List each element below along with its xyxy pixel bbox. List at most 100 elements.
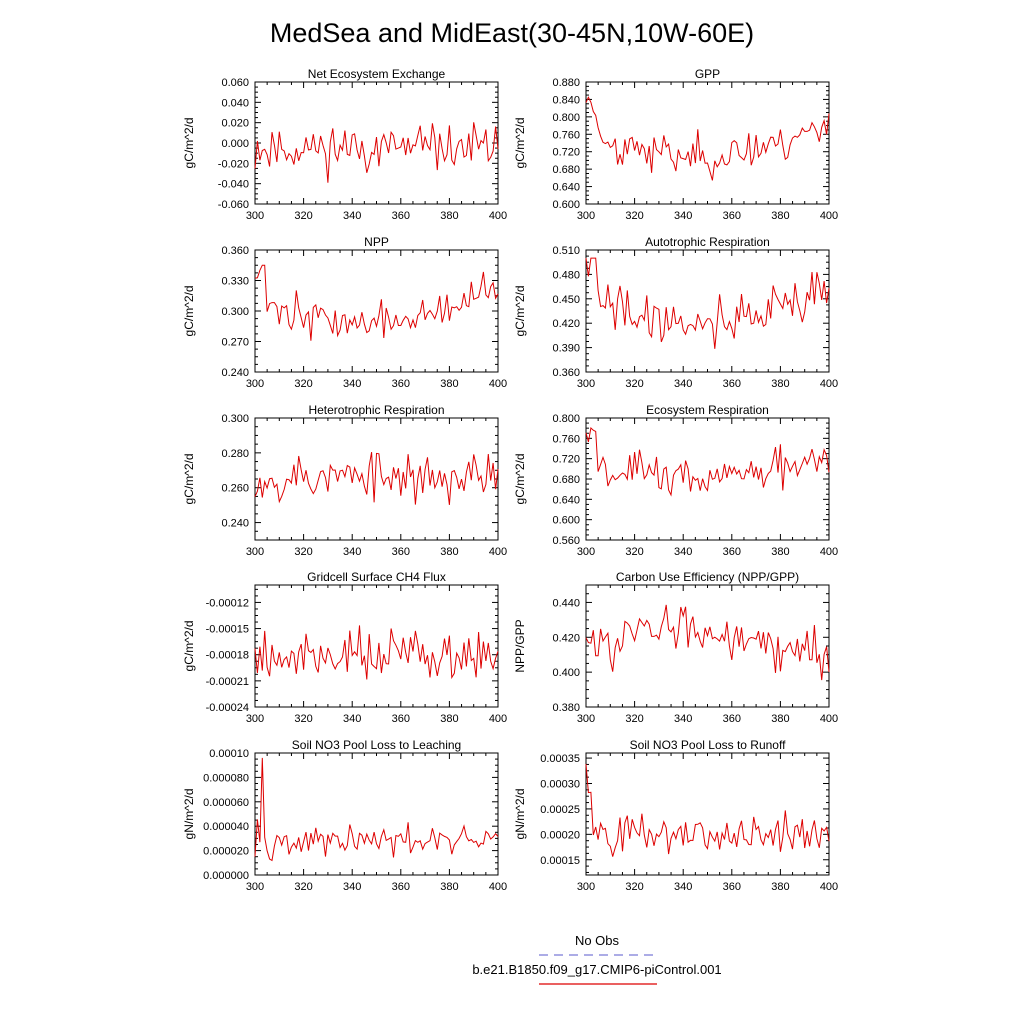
y-tick-label: 0.000020 — [203, 846, 249, 858]
y-tick-label: -0.020 — [218, 158, 249, 170]
x-tick-label: 300 — [577, 378, 595, 390]
panel-9: Soil NO3 Pool Loss to Leaching gN/m^2/d 30… — [182, 738, 507, 893]
y-tick-label: 0.240 — [221, 518, 249, 530]
x-tick-label: 300 — [577, 713, 595, 725]
x-tick-label: 360 — [723, 378, 741, 390]
y-tick-label: 0.000040 — [203, 821, 249, 833]
series-line — [254, 757, 499, 862]
x-tick-label: 380 — [440, 713, 458, 725]
y-tick-label: 0.400 — [552, 667, 580, 679]
y-tick-label: 0.640 — [552, 494, 580, 506]
x-tick-label: 300 — [246, 210, 264, 222]
x-tick-label: 380 — [771, 546, 789, 558]
panel-6: Ecosystem Respiration gC/m^2/d 300 320 340 36… — [513, 403, 838, 558]
x-tick-label: 380 — [771, 210, 789, 222]
y-tick-label: 0.440 — [552, 597, 580, 609]
y-axis-label: gN/m^2/d — [513, 789, 527, 840]
panels-grid: Net Ecosystem Exchange gC/m^2/d 300 320 340 3… — [182, 67, 838, 893]
panel-7: Gridcell Surface CH4 Flux gC/m^2/d 300 320 3… — [182, 570, 507, 725]
y-tick-label: 0.720 — [552, 147, 580, 159]
panel-title: Ecosystem Respiration — [646, 403, 769, 417]
y-tick-label: 0.600 — [552, 515, 580, 527]
y-tick-label: 0.380 — [552, 702, 580, 714]
x-tick-label: 400 — [820, 713, 838, 725]
panel-title: Autotrophic Respiration — [645, 235, 770, 249]
x-tick-label: 320 — [625, 713, 643, 725]
panel-1: Net Ecosystem Exchange gC/m^2/d 300 320 340 3… — [182, 67, 507, 222]
x-tick-label: 360 — [392, 713, 410, 725]
y-tick-label: 0.280 — [221, 448, 249, 460]
series-line — [585, 427, 830, 497]
y-tick-label: -0.00024 — [206, 702, 249, 714]
y-tick-label: 0.240 — [221, 367, 249, 379]
series-line — [254, 122, 499, 183]
y-tick-label: 0.000000 — [203, 870, 249, 882]
x-tick-label: 300 — [246, 713, 264, 725]
x-tick-label: 400 — [820, 378, 838, 390]
panel-title: Soil NO3 Pool Loss to Runoff — [630, 738, 787, 752]
panel-title: NPP — [364, 235, 389, 249]
y-tick-label: 0.840 — [552, 94, 580, 106]
figure-title: MedSea and MidEast(30-45N,10W-60E) — [270, 18, 754, 48]
x-tick-label: 320 — [294, 378, 312, 390]
y-tick-label: 0.270 — [221, 337, 249, 349]
y-tick-label: 0.260 — [221, 483, 249, 495]
y-tick-label: -0.00018 — [206, 650, 249, 662]
y-tick-label: 0.390 — [552, 343, 580, 355]
x-tick-label: 360 — [392, 378, 410, 390]
panel-title: Heterotrophic Respiration — [308, 403, 444, 417]
y-tick-label: 0.560 — [552, 535, 580, 547]
y-tick-label: 0.00035 — [540, 753, 580, 765]
x-tick-label: 360 — [392, 881, 410, 893]
y-tick-label: 0.420 — [552, 318, 580, 330]
plot-frame — [585, 752, 830, 876]
y-tick-label: 0.00020 — [540, 829, 580, 841]
y-tick-label: -0.00015 — [206, 624, 249, 636]
x-tick-label: 340 — [343, 881, 361, 893]
x-tick-label: 360 — [392, 210, 410, 222]
y-tick-label: 0.360 — [221, 245, 249, 257]
x-tick-label: 320 — [294, 210, 312, 222]
x-tick-label: 360 — [392, 546, 410, 558]
x-tick-label: 340 — [343, 713, 361, 725]
x-tick-label: 320 — [625, 546, 643, 558]
y-tick-label: 0.760 — [552, 433, 580, 445]
x-tick-label: 400 — [820, 546, 838, 558]
y-tick-label: 0.000080 — [203, 772, 249, 784]
y-tick-label: 0.760 — [552, 129, 580, 141]
x-tick-label: 360 — [723, 881, 741, 893]
legend-model-label: b.e21.B1850.f09_g17.CMIP6-piControl.001 — [472, 962, 721, 977]
y-tick-label: 0.450 — [552, 294, 580, 306]
y-axis-label: gC/m^2/d — [182, 286, 196, 337]
x-tick-label: 400 — [489, 713, 507, 725]
legend: No Obs b.e21.B1850.f09_g17.CMIP6-piContr… — [472, 933, 722, 985]
y-axis-label: gN/m^2/d — [182, 789, 196, 840]
y-tick-label: 0.800 — [552, 413, 580, 425]
x-tick-label: 380 — [440, 546, 458, 558]
y-tick-label: 0.00030 — [540, 779, 580, 791]
panel-title: Carbon Use Efficiency (NPP/GPP) — [616, 570, 799, 584]
y-tick-label: 0.060 — [221, 77, 249, 89]
y-tick-label: 0.800 — [552, 112, 580, 124]
x-tick-label: 300 — [577, 881, 595, 893]
panel-2: GPP gC/m^2/d 300 320 340 360 380 400 0.600 0.640 0… — [513, 67, 838, 222]
x-tick-label: 400 — [489, 546, 507, 558]
series-line — [585, 604, 830, 681]
legend-obs-label: No Obs — [575, 933, 620, 948]
y-tick-label: -0.00021 — [206, 676, 249, 688]
x-tick-label: 320 — [294, 881, 312, 893]
x-tick-label: 340 — [343, 378, 361, 390]
y-tick-label: 0.020 — [221, 118, 249, 130]
plot-frame — [254, 584, 499, 708]
y-tick-label: 0.300 — [221, 413, 249, 425]
y-tick-label: 0.00010 — [209, 748, 249, 760]
x-tick-label: 320 — [294, 546, 312, 558]
y-tick-label: 0.300 — [221, 306, 249, 318]
x-tick-label: 360 — [723, 546, 741, 558]
series-line — [254, 452, 499, 505]
y-axis-label: gC/m^2/d — [182, 621, 196, 672]
x-tick-label: 400 — [489, 210, 507, 222]
x-tick-label: 320 — [294, 713, 312, 725]
y-tick-label: 0.480 — [552, 269, 580, 281]
